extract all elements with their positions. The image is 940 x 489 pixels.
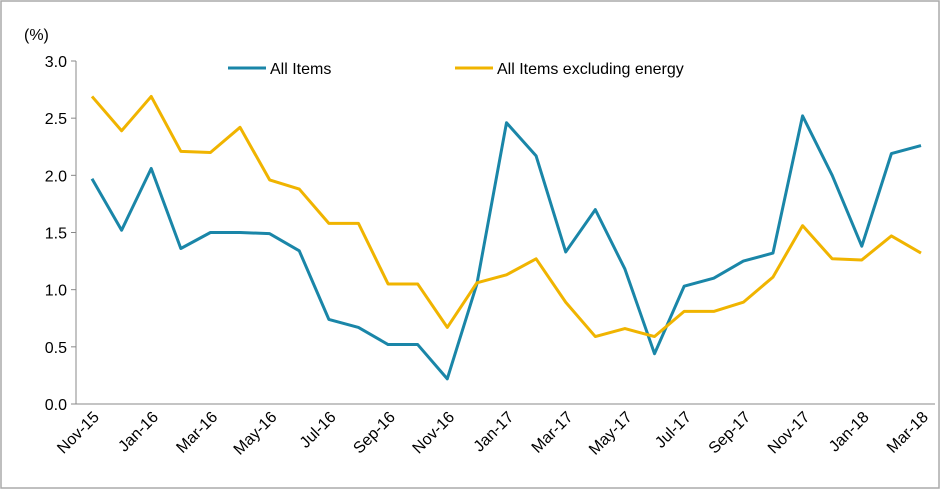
legend-label: All Items excluding energy <box>497 61 684 78</box>
legend-label: All Items <box>270 61 331 78</box>
y-unit: (%) <box>24 27 49 44</box>
y-tick-label: 1.0 <box>45 283 67 300</box>
y-tick-label: 3.0 <box>45 54 67 71</box>
y-tick-label: 0.0 <box>45 397 67 414</box>
y-tick-label: 1.5 <box>45 226 67 243</box>
series-line <box>90 94 922 339</box>
y-tick-label: 2.0 <box>45 168 67 185</box>
y-tick-label: 2.5 <box>45 111 67 128</box>
series-line <box>90 114 922 381</box>
y-tick-label: 0.5 <box>45 340 67 357</box>
